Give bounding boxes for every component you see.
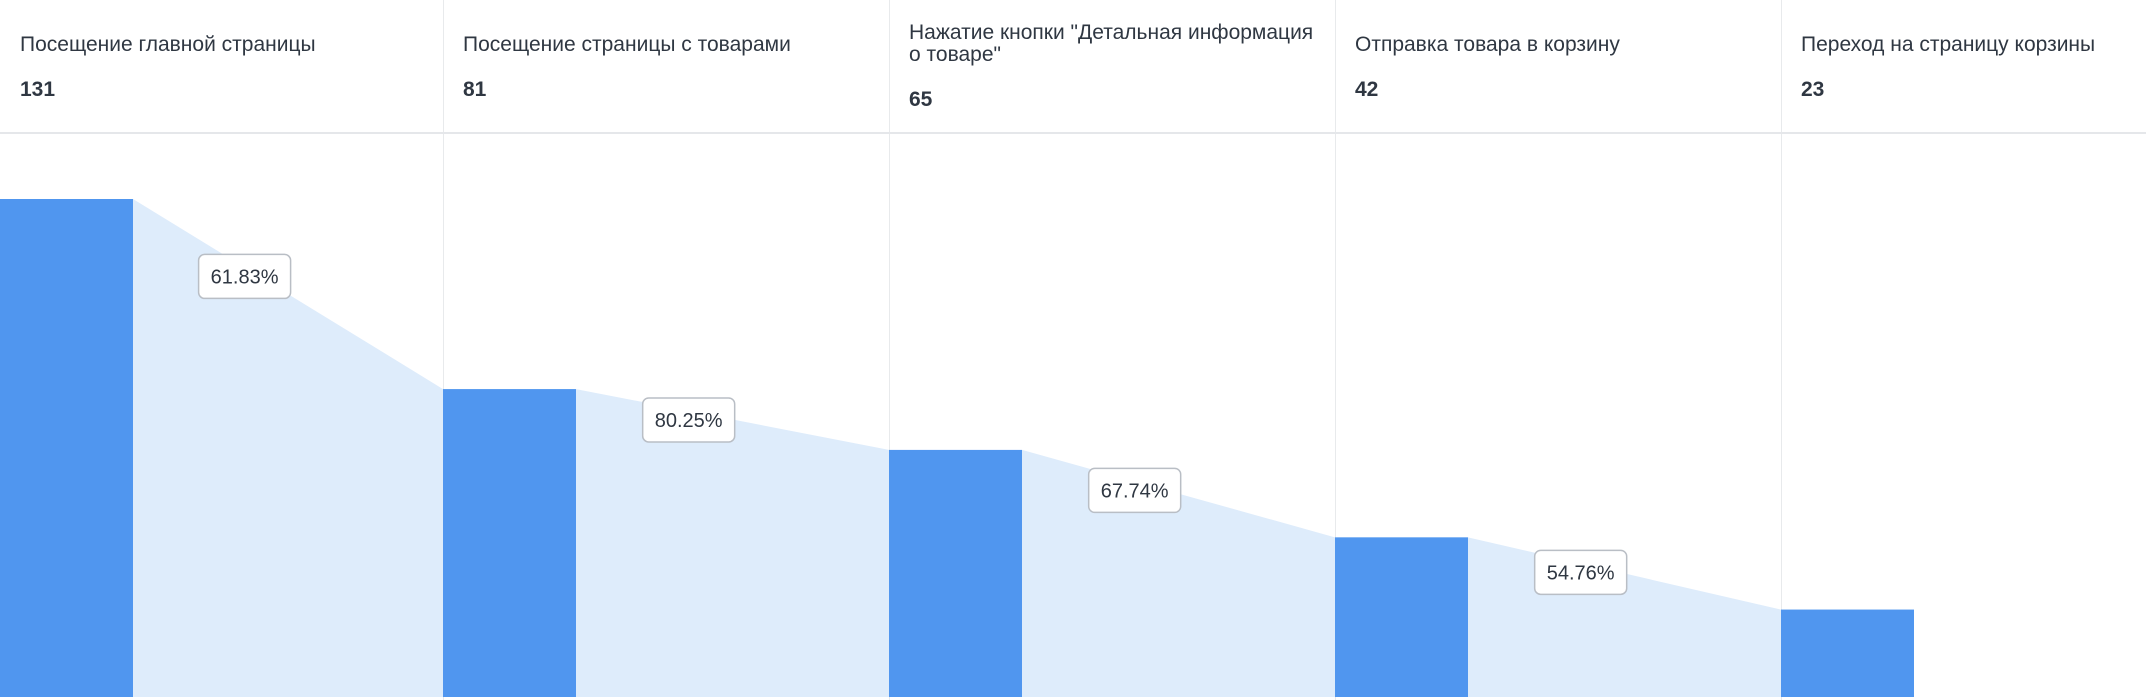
conversion-label-text-3: 67.74% [1101, 480, 1169, 502]
conversion-label-1: 61.83% [197, 253, 292, 300]
conversion-label-box-3 [1087, 467, 1182, 514]
step-header-3: Нажатие кнопки "Детальная информация о т… [889, 0, 1335, 132]
column-divider-4 [1781, 0, 1782, 700]
step-title-3: Нажатие кнопки "Детальная информация о т… [909, 21, 1314, 66]
funnel-bar-3[interactable] [889, 449, 1022, 697]
conversion-label-box-4 [1533, 549, 1628, 596]
conversion-label-text-4: 54.76% [1547, 562, 1615, 584]
step-header-2: Посещение страницы с товарами 81 [443, 0, 889, 132]
column-divider-2 [889, 0, 890, 700]
column-divider-3 [1335, 0, 1336, 700]
conversion-label-3: 67.74% [1087, 467, 1182, 514]
funnel-bar-5[interactable] [1781, 609, 1914, 697]
step-title-4: Отправка товара в корзину [1355, 33, 1620, 56]
conversion-label-box-1 [197, 253, 292, 300]
step-count-3: 65 [909, 88, 933, 111]
conversion-label-text-1: 61.83% [211, 266, 279, 288]
conversion-label-box-2 [641, 397, 736, 443]
step-count-5: 23 [1801, 78, 1825, 101]
funnel-bar-4[interactable] [1335, 537, 1468, 697]
step-title-2: Посещение страницы с товарами [463, 33, 791, 56]
column-divider-1 [443, 0, 444, 700]
conversion-label-4: 54.76% [1533, 549, 1628, 596]
step-title-5: Переход на страницу корзины [1801, 33, 2096, 56]
step-count-4: 42 [1355, 78, 1379, 101]
step-header-5: Переход на страницу корзины 23 [1781, 0, 2146, 132]
funnel-bar-1[interactable] [0, 199, 133, 697]
funnel-bar-2[interactable] [443, 389, 576, 697]
conversion-area-1 [133, 199, 443, 697]
step-count-2: 81 [463, 78, 487, 101]
step-header-1: Посещение главной страницы 131 [0, 0, 443, 132]
step-title-1: Посещение главной страницы [20, 33, 316, 56]
conversion-area-2 [576, 389, 889, 697]
header-divider [0, 132, 2146, 134]
step-header-4: Отправка товара в корзину 42 [1335, 0, 1781, 132]
conversion-label-2: 80.25% [641, 397, 736, 443]
conversion-label-text-2: 80.25% [655, 410, 723, 432]
step-count-1: 131 [20, 78, 56, 101]
